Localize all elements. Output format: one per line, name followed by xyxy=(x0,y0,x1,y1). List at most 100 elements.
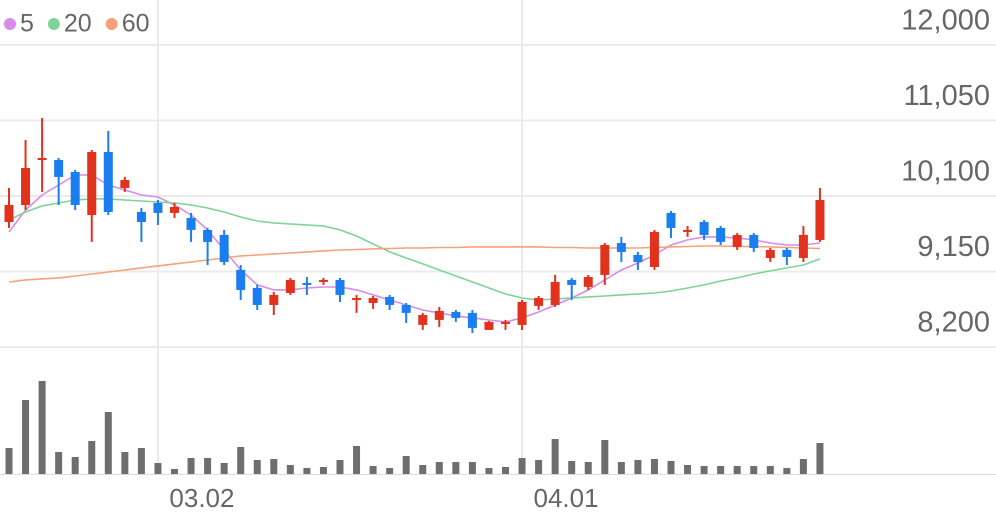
volume-bar xyxy=(286,465,294,474)
volume-bar xyxy=(38,381,46,474)
candle-body xyxy=(550,281,560,305)
candle-body xyxy=(368,297,378,303)
volume-bar xyxy=(452,462,460,474)
legend-label: 60 xyxy=(122,10,150,38)
volume-bar xyxy=(733,466,741,474)
volume-bar xyxy=(584,462,592,474)
volume-bar xyxy=(502,467,509,474)
candle-body xyxy=(54,159,64,177)
volume-bar xyxy=(5,448,13,474)
candle-body xyxy=(153,202,163,213)
volume-bar xyxy=(270,459,278,474)
legend-label: 5 xyxy=(20,10,34,38)
candle-body xyxy=(765,249,775,258)
candle-body xyxy=(633,254,643,262)
volume-bar xyxy=(220,463,228,474)
volume-bar xyxy=(568,461,576,474)
volume-bar xyxy=(766,466,774,474)
legend-label: 20 xyxy=(64,10,92,38)
volume-bar xyxy=(551,439,559,474)
candle-body xyxy=(352,297,362,300)
volume-bar xyxy=(419,465,427,474)
candle-body xyxy=(467,312,477,328)
candle-body xyxy=(252,287,262,305)
y-tick-label: 8,200 xyxy=(917,307,990,339)
volume-bar xyxy=(171,469,178,474)
candle-body xyxy=(699,221,709,235)
volume-bar xyxy=(601,440,609,474)
ma-line xyxy=(8,198,821,301)
volume-bar xyxy=(402,456,410,474)
candle-body xyxy=(418,314,428,325)
volume-bar xyxy=(204,458,212,474)
candle-body xyxy=(517,301,527,325)
legend-swatch xyxy=(105,18,118,30)
volume-bar xyxy=(435,462,443,474)
volume-bar xyxy=(684,465,692,474)
candle-body xyxy=(236,269,246,290)
candle-body xyxy=(70,171,80,205)
candle-body xyxy=(749,234,759,248)
legend-swatch xyxy=(47,18,60,30)
candle-body xyxy=(269,294,279,305)
volume-bar xyxy=(783,468,791,474)
legend-swatch xyxy=(4,18,16,30)
volume-bar xyxy=(717,466,725,474)
candle-body xyxy=(37,158,47,161)
volume-bar xyxy=(634,460,642,474)
volume-bar xyxy=(535,460,543,474)
volume-bar xyxy=(518,458,526,474)
volume-bar xyxy=(650,459,658,474)
volume-bar xyxy=(799,459,807,474)
candle-body xyxy=(451,311,461,318)
candle-body xyxy=(203,229,213,242)
volume-bar xyxy=(303,468,311,474)
volume-bar xyxy=(750,466,758,474)
volume-bar xyxy=(154,463,162,474)
candle-body xyxy=(716,227,726,242)
candle-body xyxy=(600,244,610,275)
candle-body xyxy=(583,276,593,287)
candle-body xyxy=(683,229,693,232)
y-tick-label: 11,050 xyxy=(903,80,990,112)
candle-body xyxy=(649,231,659,267)
candle-body xyxy=(285,279,295,293)
candle-body xyxy=(484,321,494,330)
candle-body xyxy=(798,234,808,258)
candle-body xyxy=(335,279,345,295)
ma-line xyxy=(8,245,821,283)
candle-body xyxy=(732,234,742,247)
volume-bar xyxy=(253,460,261,474)
candle-body xyxy=(434,310,444,320)
candle-body xyxy=(186,217,196,230)
volume-bar xyxy=(485,468,493,474)
ma-line xyxy=(8,174,821,323)
candle-body xyxy=(170,206,179,213)
candle-body xyxy=(401,304,411,313)
volume-bar xyxy=(667,461,675,474)
volume-bar xyxy=(55,452,63,474)
candle-body xyxy=(87,151,97,215)
volume-bar xyxy=(22,400,30,474)
candle-body xyxy=(815,199,825,240)
x-tick-label: 04.01 xyxy=(534,483,599,513)
y-tick-label: 12,000 xyxy=(901,5,990,37)
volume-bar xyxy=(237,447,245,474)
candle-body xyxy=(782,249,792,257)
candle-body xyxy=(616,242,626,252)
candle-body xyxy=(666,212,676,228)
candle-body xyxy=(21,167,31,205)
x-tick-label: 03.02 xyxy=(169,483,234,513)
volume-bar xyxy=(71,457,79,474)
volume-bar xyxy=(617,462,625,474)
candle-body xyxy=(120,179,130,188)
volume-bar xyxy=(816,443,824,474)
candle-body xyxy=(567,279,577,285)
candle-body xyxy=(385,296,395,305)
volume-bar xyxy=(187,458,195,474)
volume-bar xyxy=(336,460,344,474)
volume-bar xyxy=(137,448,145,474)
candle-body xyxy=(534,297,544,306)
candle-body xyxy=(136,211,146,222)
